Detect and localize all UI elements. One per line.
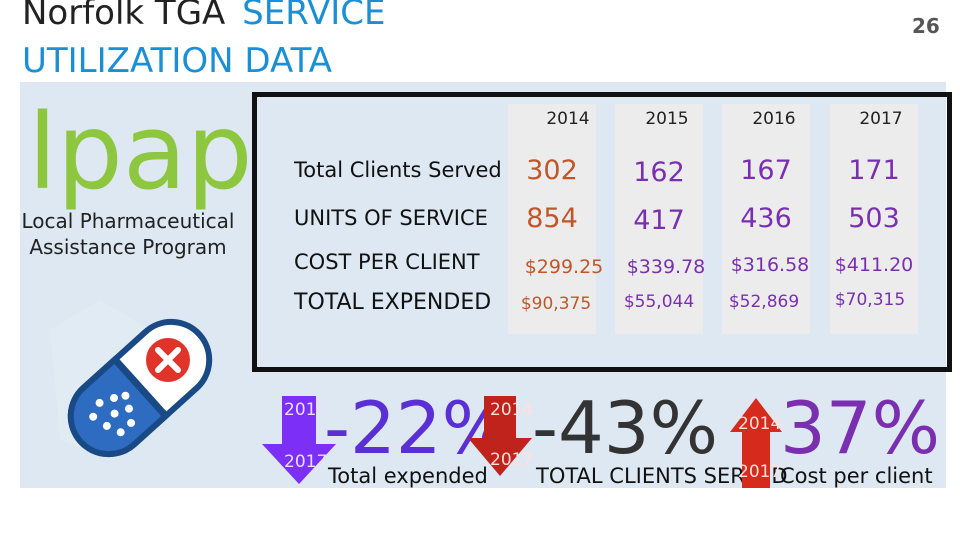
cell-expended-2016: $52,869 [728,292,800,312]
stat-expended-percent: -22% [324,386,511,470]
cell-cost-2014: $299.25 [524,256,604,278]
column-2017-background [830,104,918,334]
stat-cost-to-year: 2017 [738,462,782,482]
cell-expended-2014: $90,375 [520,294,592,314]
lpap-subtitle-line-2: Assistance Program [29,235,227,259]
stat-cost-from-year: 2014 [738,414,782,434]
cell-cost-2017: $411.20 [834,254,914,276]
cell-units-2015: 417 [633,205,685,236]
stat-clients-from-year: 2014 [490,400,534,420]
data-table-frame [252,92,952,372]
stat-clients-percent: -43% [532,386,719,470]
cell-cost-2016: $316.58 [730,254,810,276]
stat-clients-to-year: 2017 [490,450,534,470]
stat-expended-caption: Total expended [328,464,488,488]
column-2015-background [615,104,703,334]
cell-expended-2015: $55,044 [623,292,695,312]
year-header-2016: 2016 [752,109,796,129]
cell-cost-2015: $339.78 [626,256,706,278]
stat-cost-caption: Cost per client [780,464,933,488]
down-arrow-icon [468,396,532,480]
cell-units-2016: 436 [740,203,792,234]
row-label-units-of-service: UNITS OF SERVICE [294,206,488,230]
column-2016-background [722,104,810,334]
cell-expended-2017: $70,315 [834,290,906,310]
cell-clients-2016: 167 [740,155,792,186]
lpap-subtitle-line-1: Local Pharmaceutical [21,209,235,233]
cell-clients-2017: 171 [848,155,900,186]
column-2014-background [508,104,596,334]
slide-title-keyword: SERVICE [242,0,386,33]
stat-expended-to-year: 2017 [284,452,328,472]
cell-clients-2014: 302 [526,155,578,186]
up-arrow-icon [730,398,782,492]
cell-units-2014: 854 [526,203,578,234]
down-arrow-icon [262,396,336,488]
row-label-cost-per-client: COST PER CLIENT [294,250,480,274]
year-header-2015: 2015 [645,109,689,129]
cell-units-2017: 503 [848,203,900,234]
cell-clients-2015: 162 [633,157,685,188]
lpap-logo-word: lpap [28,91,253,213]
page-number: 26 [912,14,940,38]
slide-title-line-1: Norfolk TGA SERVICE [22,0,385,32]
pill-capsule-cancel-icon [40,290,260,470]
row-label-total-clients: Total Clients Served [294,158,502,182]
slide-title-line-2: UTILIZATION DATA [22,41,332,81]
lpap-subtitle: Local Pharmaceutical Assistance Program [0,208,256,260]
stat-expended-from-year: 2014 [284,400,328,420]
stat-cost-percent: 37% [780,386,941,470]
year-header-2014: 2014 [546,109,590,129]
row-label-total-expended: TOTAL EXPENDED [294,290,492,315]
slide-title-org: Norfolk TGA [22,0,226,33]
year-header-2017: 2017 [859,109,903,129]
